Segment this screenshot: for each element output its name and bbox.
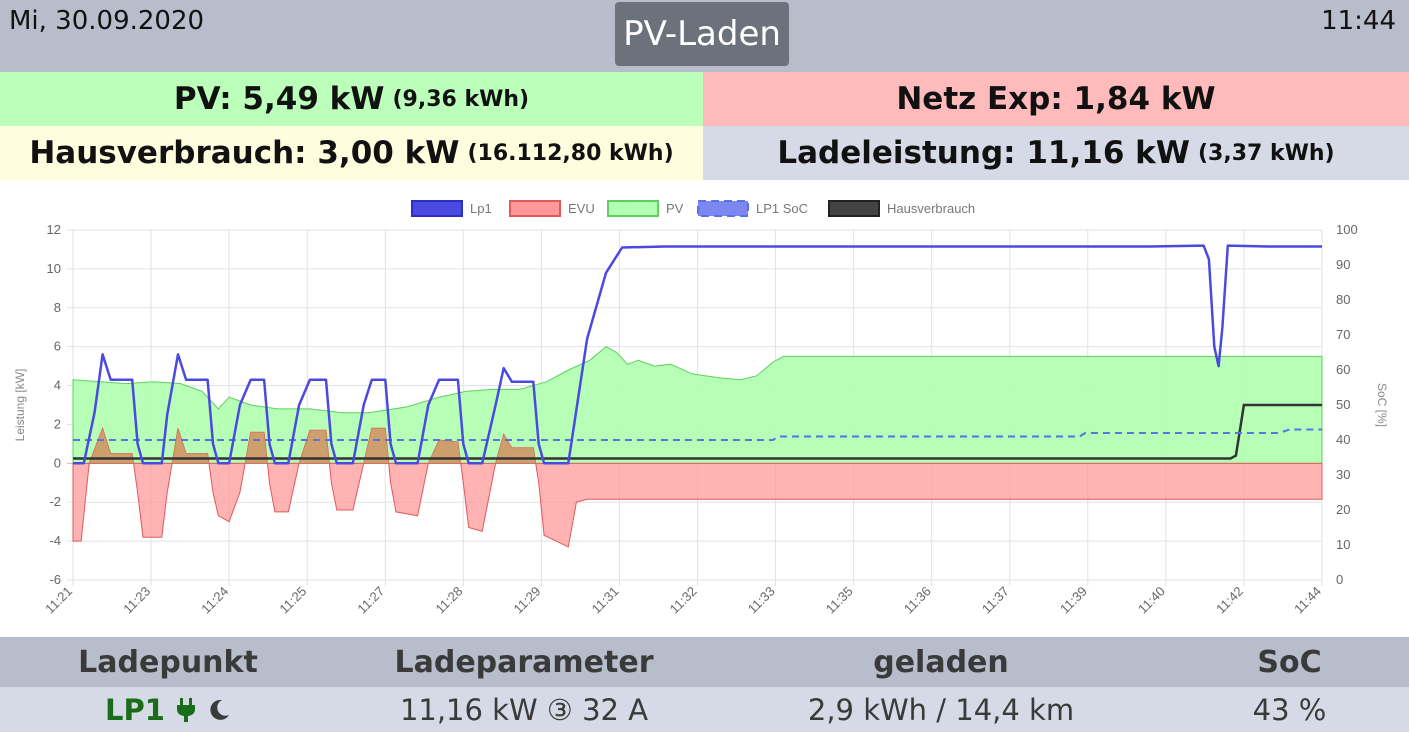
x-tick-label: 11:33 [745, 584, 778, 617]
legend-label: EVU [568, 201, 595, 216]
evu-import-area [73, 428, 1322, 464]
soc-line [73, 428, 1322, 441]
legend-swatch [411, 200, 463, 217]
legend-item[interactable]: EVU [509, 200, 595, 217]
chart-lines [73, 244, 1322, 465]
header-geladen: geladen [873, 644, 1009, 680]
y-tick-label: 0 [54, 455, 61, 470]
y2-tick-label: 50 [1336, 397, 1350, 412]
y2-tick-label: 40 [1336, 432, 1350, 447]
y-tick-label: -4 [49, 533, 61, 548]
house-tile: Hausverbrauch: 3,00 kW (16.112,80 kWh) [0, 126, 703, 180]
house-energy: (16.112,80 kWh) [467, 140, 674, 166]
x-tick-label: 11:39 [1057, 584, 1090, 617]
moon-icon [207, 698, 231, 722]
legend-swatch [607, 200, 659, 217]
x-tick-label: 11:36 [901, 584, 934, 617]
top-bar: Mi, 30.09.2020 PV-Laden 11:44 [0, 0, 1409, 72]
ladepunkt-cell[interactable]: LP1 [0, 687, 336, 732]
x-tick-label: 11:28 [432, 584, 465, 617]
pv-power: PV: 5,49 kW [173, 81, 385, 117]
grid-tile: Netz Exp: 1,84 kW [703, 72, 1409, 126]
charge-power: Ladeleistung: 11,16 kW [777, 135, 1190, 171]
x-tick-label: 11:21 [42, 584, 75, 617]
y-tick-label: 12 [47, 222, 61, 237]
x-tick-label: 11:23 [120, 584, 153, 617]
y2-tick-label: 10 [1336, 537, 1350, 552]
ladeparameter-cell: 11,16 kW ③ 32 A [399, 692, 649, 727]
y-tick-label: 6 [54, 339, 61, 354]
legend-swatch [697, 200, 749, 217]
x-tick-label: 11:24 [198, 584, 231, 617]
ladepunkt-name[interactable]: LP1 [105, 692, 165, 727]
grid-export: Netz Exp: 1,84 kW [896, 81, 1216, 117]
y2-tick-label: 70 [1336, 327, 1350, 342]
legend-label: PV [666, 201, 684, 216]
pv-tile: PV: 5,49 kW (9,36 kWh) [0, 72, 703, 126]
y-tick-label: -6 [49, 572, 61, 587]
y-tick-label: 8 [54, 300, 61, 315]
soc-cell: 43 % [1252, 692, 1327, 727]
y-tick-label: 4 [54, 378, 61, 393]
charge-mode-button[interactable]: PV-Laden [615, 2, 789, 66]
legend-swatch [509, 200, 561, 217]
legend-swatch [828, 200, 880, 217]
lp1-line [73, 244, 1322, 465]
y2-tick-label: 100 [1336, 222, 1358, 237]
x-tick-label: 11:42 [1213, 584, 1246, 617]
legend-item[interactable]: Lp1 [411, 200, 492, 217]
x-tick-label: 11:37 [979, 584, 1012, 617]
header-ladeparameter: Ladeparameter [394, 644, 654, 680]
y2-tick-label: 90 [1336, 257, 1350, 272]
x-tick-label: 11:44 [1291, 584, 1324, 617]
legend-label: Lp1 [470, 201, 492, 216]
charge-tile: Ladeleistung: 11,16 kW (3,37 kWh) [703, 126, 1409, 180]
y2-axis-title: SoC [%] [1375, 383, 1389, 427]
y-tick-label: 10 [47, 261, 61, 276]
x-tick-label: 11:32 [667, 584, 700, 617]
power-chart: 121086420-2-4-6100908070605040302010011:… [13, 200, 1389, 617]
header-soc: SoC [1257, 644, 1322, 680]
table-header: Ladepunkt Ladeparameter geladen SoC [0, 637, 1409, 687]
x-tick-label: 11:31 [589, 584, 622, 617]
y-tick-label: 2 [54, 416, 61, 431]
y2-tick-label: 0 [1336, 572, 1343, 587]
pv-energy: (9,36 kWh) [392, 86, 530, 112]
y2-tick-label: 80 [1336, 292, 1350, 307]
legend-item[interactable]: Hausverbrauch [828, 200, 975, 217]
y-tick-label: -2 [49, 494, 61, 509]
x-tick-label: 11:35 [823, 584, 856, 617]
y2-tick-label: 30 [1336, 467, 1350, 482]
table-row[interactable]: LP1 11,16 kW ③ 32 A 2,9 kWh / 14,4 km 43… [0, 687, 1409, 732]
legend-label: LP1 SoC [756, 201, 808, 216]
x-tick-label: 11:29 [511, 584, 544, 617]
legend-item[interactable]: LP1 SoC [697, 200, 808, 217]
header-ladepunkt: Ladepunkt [78, 644, 258, 680]
legend-item[interactable]: PV [607, 200, 684, 217]
x-tick-label: 11:40 [1135, 584, 1168, 617]
chart-legend: Lp1 EVU PV LP1 SoC Hausverbrauch [411, 200, 975, 217]
x-tick-label: 11:27 [354, 584, 387, 617]
current-date: Mi, 30.09.2020 [9, 6, 205, 36]
current-time: 11:44 [1321, 6, 1396, 36]
hausverbrauch-line [73, 403, 1322, 460]
house-consumption: Hausverbrauch: 3,00 kW [29, 135, 460, 171]
legend-label: Hausverbrauch [887, 201, 975, 216]
y-axis-title: Leistung [kW] [13, 369, 27, 442]
charge-energy: (3,37 kWh) [1198, 140, 1335, 166]
plug-icon [175, 697, 197, 723]
x-tick-label: 11:25 [276, 584, 309, 617]
geladen-cell: 2,9 kWh / 14,4 km [807, 692, 1075, 727]
y2-tick-label: 60 [1336, 362, 1350, 377]
y2-tick-label: 20 [1336, 502, 1350, 517]
